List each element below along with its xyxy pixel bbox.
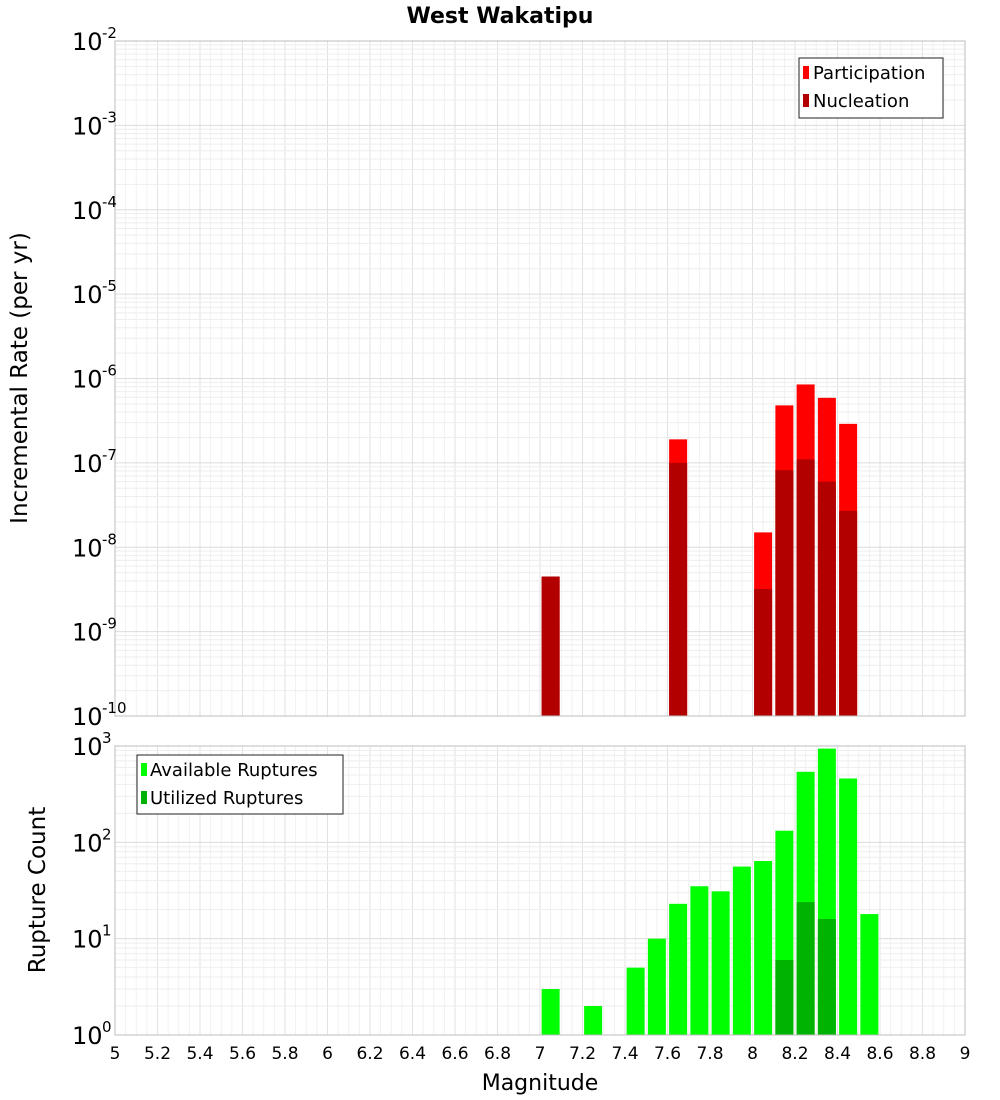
available-bar bbox=[669, 903, 688, 1035]
legend-label-nucleation: Nucleation bbox=[813, 91, 909, 112]
bottom-y-tick-exponent: 2 bbox=[102, 825, 112, 843]
top-y-tick-label: 10 bbox=[72, 197, 103, 225]
chart-title: West Wakatipu bbox=[407, 4, 594, 29]
available-bar bbox=[584, 1006, 603, 1035]
legend-swatch-nucleation bbox=[803, 94, 809, 107]
x-tick-label: 7 bbox=[535, 1044, 546, 1064]
utilized-bar bbox=[796, 902, 815, 1035]
available-bar bbox=[541, 989, 560, 1035]
top-y-tick-exponent: -3 bbox=[102, 108, 117, 126]
top-legend: Participation Nucleation bbox=[798, 57, 944, 119]
bottom-y-axis-label: Rupture Count bbox=[25, 807, 51, 973]
legend-swatch-available bbox=[141, 763, 147, 776]
bottom-panel-frame bbox=[114, 745, 966, 1036]
top-y-tick-exponent: -10 bbox=[102, 699, 127, 717]
nucleation-bar bbox=[796, 459, 815, 716]
top-y-tick-exponent: -5 bbox=[102, 277, 117, 295]
top-panel-frame bbox=[114, 40, 966, 717]
nucleation-bar bbox=[839, 510, 858, 716]
x-tick-label: 5 bbox=[110, 1044, 121, 1064]
x-tick-label: 8.2 bbox=[781, 1044, 808, 1064]
x-tick-label: 7.4 bbox=[611, 1044, 638, 1064]
x-tick-label: 5.8 bbox=[271, 1044, 298, 1064]
top-y-axis-label: Incremental Rate (per yr) bbox=[7, 232, 33, 524]
utilized-bar bbox=[775, 960, 794, 1035]
top-y-tick-exponent: -9 bbox=[102, 615, 117, 633]
top-panel-bars bbox=[541, 384, 858, 716]
available-bar bbox=[626, 967, 645, 1035]
x-tick-label: 7.8 bbox=[696, 1044, 723, 1064]
top-y-tick-exponent: -8 bbox=[102, 530, 117, 548]
nucleation-bar bbox=[541, 576, 560, 716]
top-y-tick-label: 10 bbox=[72, 112, 103, 140]
bottom-y-tick-label: 10 bbox=[72, 733, 103, 761]
x-tick-label: 5.6 bbox=[229, 1044, 256, 1064]
nucleation-bar bbox=[754, 589, 773, 716]
available-bar bbox=[711, 891, 730, 1035]
x-tick-label: 6.6 bbox=[441, 1044, 468, 1064]
available-bar bbox=[690, 886, 709, 1035]
bottom-y-tick-exponent: 1 bbox=[102, 922, 112, 940]
top-panel-grid bbox=[114, 41, 966, 717]
top-y-tick-label: 10 bbox=[72, 619, 103, 647]
top-y-tick-label: 10 bbox=[72, 534, 103, 562]
x-tick-label: 9 bbox=[960, 1044, 971, 1064]
x-tick-label: 6 bbox=[322, 1044, 333, 1064]
nucleation-bar bbox=[669, 462, 688, 716]
legend-label-utilized: Utilized Ruptures bbox=[150, 788, 303, 809]
available-bar bbox=[754, 861, 773, 1035]
top-y-tick-label: 10 bbox=[72, 450, 103, 478]
x-tick-label: 7.2 bbox=[569, 1044, 596, 1064]
bottom-y-tick-exponent: 3 bbox=[102, 729, 112, 747]
bottom-y-tick-label: 10 bbox=[72, 1022, 103, 1050]
x-tick-label: 7.6 bbox=[654, 1044, 681, 1064]
x-tick-label: 8.6 bbox=[866, 1044, 893, 1064]
legend-label-available: Available Ruptures bbox=[150, 760, 318, 781]
x-tick-label: 5.4 bbox=[186, 1044, 213, 1064]
legend-swatch-utilized bbox=[141, 791, 147, 804]
x-tick-label: 5.2 bbox=[144, 1044, 171, 1064]
bottom-y-tick-label: 10 bbox=[72, 829, 103, 857]
top-y-tick-exponent: -7 bbox=[102, 446, 117, 464]
bottom-y-tick-exponent: 0 bbox=[102, 1018, 112, 1036]
nucleation-bar bbox=[775, 470, 794, 716]
top-y-tick-label: 10 bbox=[72, 703, 103, 731]
legend-swatch-participation bbox=[803, 66, 809, 79]
x-tick-label: 8 bbox=[747, 1044, 758, 1064]
bottom-panel-bars bbox=[541, 748, 879, 1035]
top-y-tick-exponent: -2 bbox=[102, 24, 117, 42]
x-tick-label: 8.8 bbox=[909, 1044, 936, 1064]
top-y-tick-label: 10 bbox=[72, 366, 103, 394]
x-tick-label: 6.2 bbox=[356, 1044, 383, 1064]
top-y-tick-exponent: -4 bbox=[102, 193, 117, 211]
utilized-bar bbox=[817, 919, 836, 1035]
nucleation-bar bbox=[817, 481, 836, 716]
bottom-y-tick-label: 10 bbox=[72, 926, 103, 954]
available-bar bbox=[732, 866, 751, 1035]
top-y-tick-exponent: -6 bbox=[102, 362, 117, 380]
top-y-ticks: 10-210-310-410-510-610-710-810-910-10 bbox=[72, 24, 127, 731]
x-tick-label: 8.4 bbox=[824, 1044, 851, 1064]
available-bar bbox=[647, 938, 666, 1035]
x-tick-label: 6.8 bbox=[484, 1044, 511, 1064]
available-bar bbox=[839, 778, 858, 1035]
available-bar bbox=[860, 914, 879, 1035]
x-tick-label: 6.4 bbox=[399, 1044, 426, 1064]
x-axis-label: Magnitude bbox=[482, 1071, 599, 1096]
top-y-tick-label: 10 bbox=[72, 28, 103, 56]
bottom-legend: Available Ruptures Utilized Ruptures bbox=[136, 754, 344, 815]
top-y-tick-label: 10 bbox=[72, 281, 103, 309]
legend-label-participation: Participation bbox=[813, 63, 925, 84]
x-ticks: 5 5.2 5.4 5.6 5.8 6 6.2 6.4 6.6 6.8 7 7.2 7.4 7.6 7.8 8… bbox=[110, 1044, 971, 1064]
